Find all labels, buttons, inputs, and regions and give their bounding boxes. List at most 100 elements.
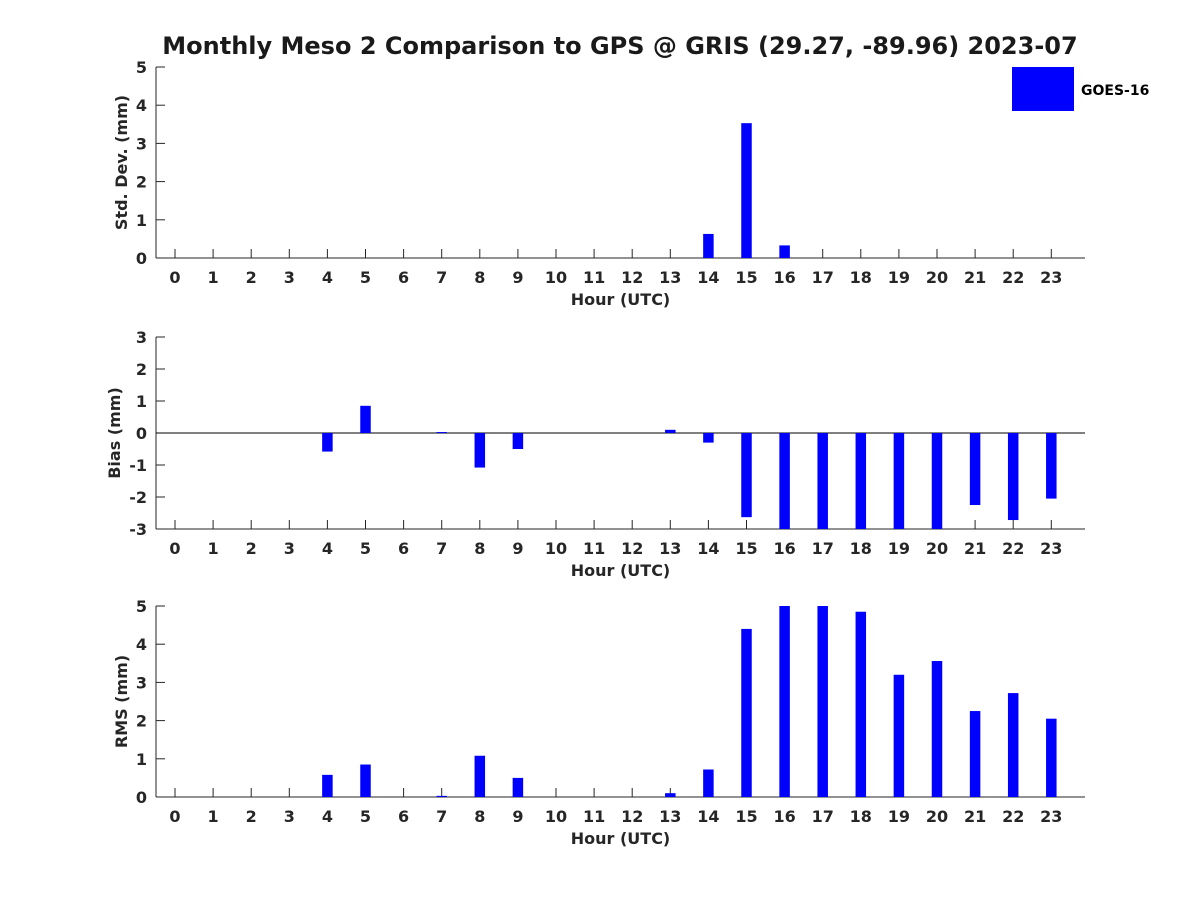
bar-hour-4	[322, 433, 333, 452]
bar-hour-16	[779, 245, 790, 258]
x-tick-label: 1	[208, 807, 219, 826]
x-axis-label: Hour (UTC)	[571, 829, 671, 848]
x-tick-label: 5	[360, 807, 371, 826]
bar-hour-8	[474, 433, 486, 468]
x-tick-label: 23	[1040, 539, 1062, 558]
x-tick-label: 4	[322, 539, 333, 558]
x-tick-label: 9	[512, 539, 523, 558]
x-tick-label: 15	[735, 539, 757, 558]
x-tick-label: 8	[474, 268, 485, 287]
y-axis-label: Bias (mm)	[105, 387, 124, 479]
x-tick-label: 13	[659, 539, 681, 558]
y-tick-label: 3	[136, 134, 147, 153]
y-tick-label: 1	[136, 392, 147, 411]
x-tick-label: 6	[398, 539, 409, 558]
bar-hour-22	[1007, 693, 1019, 797]
x-tick-label: 0	[169, 539, 180, 558]
bar-hour-17	[817, 433, 828, 529]
x-tick-label: 15	[735, 268, 757, 287]
y-tick-label: -2	[129, 488, 147, 507]
x-tick-label: 10	[545, 807, 567, 826]
x-tick-label: 18	[850, 539, 872, 558]
x-tick-label: 9	[512, 807, 523, 826]
bar-hour-15	[741, 123, 752, 259]
y-tick-label: 5	[136, 58, 147, 77]
x-tick-label: 16	[773, 807, 795, 826]
chart-title: Monthly Meso 2 Comparison to GPS @ GRIS …	[162, 32, 1077, 60]
x-tick-label: 0	[169, 268, 180, 287]
bar-hour-18	[855, 611, 867, 797]
x-tick-label: 7	[436, 807, 447, 826]
x-tick-label: 10	[545, 268, 567, 287]
x-tick-label: 1	[208, 268, 219, 287]
bar-hour-22	[1007, 433, 1019, 521]
y-tick-label: 1	[136, 211, 147, 230]
legend-label-goes16: GOES-16	[1081, 83, 1149, 99]
bar-hour-20	[931, 661, 943, 797]
bar-hour-17	[817, 606, 828, 797]
x-tick-label: 3	[284, 268, 295, 287]
x-tick-label: 6	[398, 268, 409, 287]
x-tick-label: 4	[322, 807, 333, 826]
bar-hour-16	[779, 433, 790, 529]
bar-hour-4	[322, 774, 333, 797]
x-axis-label: Hour (UTC)	[571, 290, 671, 309]
bar-hour-7	[436, 795, 447, 797]
x-tick-label: 12	[621, 539, 643, 558]
x-tick-label: 9	[512, 268, 523, 287]
x-tick-label: 5	[360, 539, 371, 558]
x-tick-label: 19	[888, 539, 910, 558]
bar-hour-19	[893, 674, 905, 797]
x-tick-label: 22	[1002, 539, 1024, 558]
x-tick-label: 17	[812, 807, 834, 826]
bar-hour-9	[512, 433, 524, 449]
bar-hour-9	[512, 777, 524, 797]
y-tick-label: 4	[136, 96, 147, 115]
bar-hour-21	[969, 711, 981, 797]
y-tick-label: 0	[136, 249, 147, 268]
legend-swatch-goes16	[1012, 67, 1074, 111]
x-tick-label: 23	[1040, 807, 1062, 826]
y-tick-label: -3	[129, 520, 147, 539]
bar-hour-7	[436, 432, 447, 433]
x-tick-label: 5	[360, 268, 371, 287]
bar-hour-16	[779, 606, 790, 797]
legend: GOES-16	[1012, 67, 1149, 111]
bar-hour-15	[741, 628, 752, 797]
x-tick-label: 2	[246, 539, 257, 558]
x-tick-label: 13	[659, 807, 681, 826]
bar-hour-20	[931, 433, 943, 529]
x-tick-label: 10	[545, 539, 567, 558]
y-tick-label: 4	[136, 635, 147, 654]
x-tick-label: 20	[926, 268, 948, 287]
y-tick-label: 1	[136, 750, 147, 769]
bar-hour-5	[360, 764, 371, 797]
x-tick-label: 3	[284, 539, 295, 558]
x-tick-label: 17	[812, 268, 834, 287]
x-tick-label: 3	[284, 807, 295, 826]
x-tick-label: 20	[926, 539, 948, 558]
bar-hour-21	[969, 433, 981, 505]
x-tick-label: 21	[964, 539, 986, 558]
x-tick-label: 0	[169, 807, 180, 826]
bar-hour-5	[360, 405, 371, 433]
x-tick-label: 22	[1002, 807, 1024, 826]
bar-hour-23	[1046, 718, 1057, 797]
bar-hour-8	[474, 755, 486, 797]
y-tick-label: 0	[136, 788, 147, 807]
bar-hour-14	[703, 769, 714, 797]
x-tick-label: 11	[583, 807, 605, 826]
y-tick-label: 5	[136, 597, 147, 616]
x-tick-label: 17	[812, 539, 834, 558]
x-tick-label: 2	[246, 807, 257, 826]
x-tick-label: 8	[474, 539, 485, 558]
x-tick-label: 13	[659, 268, 681, 287]
x-tick-label: 14	[697, 268, 719, 287]
x-tick-label: 14	[697, 539, 719, 558]
x-tick-label: 11	[583, 268, 605, 287]
y-tick-label: -1	[129, 456, 147, 475]
bar-hour-15	[741, 433, 752, 518]
y-tick-label: 3	[136, 328, 147, 347]
x-tick-label: 22	[1002, 268, 1024, 287]
